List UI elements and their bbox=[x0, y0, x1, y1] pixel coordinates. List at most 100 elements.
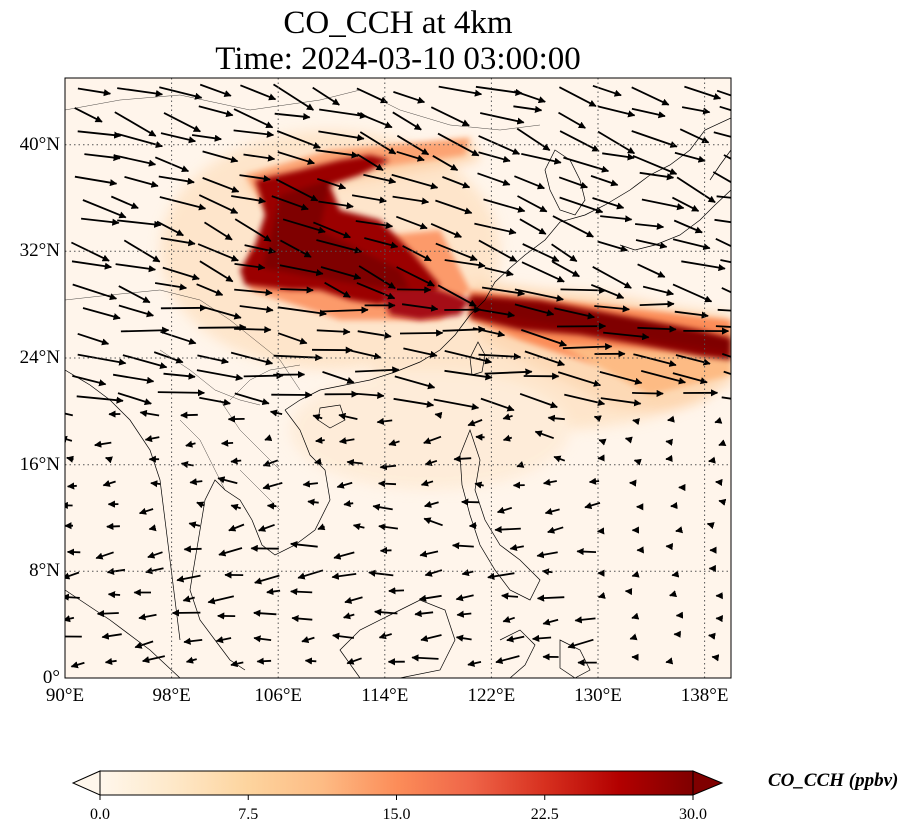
wind-vector bbox=[674, 310, 709, 319]
wind-vector bbox=[277, 332, 308, 345]
wind-vector bbox=[77, 87, 112, 97]
wind-vector bbox=[502, 434, 513, 442]
wind-vector bbox=[344, 596, 363, 604]
wind-vector bbox=[262, 482, 283, 490]
wind-vector bbox=[65, 571, 80, 580]
wind-vector bbox=[467, 419, 483, 427]
wind-vector bbox=[558, 176, 588, 189]
wind-vector bbox=[230, 660, 244, 668]
wind-vector bbox=[117, 133, 163, 149]
wind-vector bbox=[258, 523, 275, 532]
wind-vector bbox=[483, 198, 526, 213]
wind-vector bbox=[198, 323, 247, 331]
wind-vector bbox=[280, 286, 314, 294]
wind-vector bbox=[593, 415, 602, 423]
wind-vector bbox=[230, 351, 274, 366]
lon-tick-114e: 114°E bbox=[361, 685, 409, 706]
wind-vector bbox=[352, 523, 365, 531]
wind-vector bbox=[77, 130, 122, 139]
colorbar-tick-0: 0.0 bbox=[90, 806, 110, 823]
wind-vector bbox=[160, 132, 197, 144]
wind-vector bbox=[378, 632, 392, 640]
wind-vector bbox=[297, 569, 324, 580]
wind-vector bbox=[588, 477, 600, 485]
wind-vector bbox=[356, 282, 396, 300]
wind-vector bbox=[199, 83, 232, 97]
wind-vector bbox=[147, 551, 163, 559]
wind-vector bbox=[277, 151, 315, 165]
wind-vector bbox=[667, 415, 675, 423]
wind-vector bbox=[275, 178, 319, 202]
wind-vector bbox=[478, 151, 511, 163]
wind-vector bbox=[521, 261, 565, 283]
wind-vector bbox=[158, 175, 195, 185]
wind-vector bbox=[77, 332, 110, 346]
wind-vector bbox=[315, 149, 359, 159]
wind-vector bbox=[521, 329, 567, 347]
lat-tick-8n: 8°N bbox=[29, 560, 60, 581]
wind-vector bbox=[356, 153, 384, 171]
wind-vector bbox=[671, 570, 680, 578]
wind-vector bbox=[444, 369, 493, 381]
wind-vector bbox=[368, 569, 394, 577]
wind-vector bbox=[472, 327, 506, 338]
wind-vector bbox=[547, 414, 565, 422]
wind-vector bbox=[536, 594, 565, 602]
wind-vector bbox=[442, 176, 471, 189]
wind-vector bbox=[324, 281, 351, 298]
wind-vector bbox=[315, 436, 325, 444]
wind-vector bbox=[204, 221, 233, 241]
wind-vector bbox=[273, 353, 323, 362]
wind-vector bbox=[597, 130, 636, 155]
wind-vector bbox=[401, 303, 439, 312]
wind-vector bbox=[424, 459, 438, 466]
wind-vector bbox=[115, 263, 157, 273]
lat-tick-40n: 40°N bbox=[19, 134, 60, 155]
wind-vector bbox=[279, 239, 312, 258]
wind-vector bbox=[598, 438, 607, 446]
wind-vector bbox=[316, 239, 363, 254]
wind-vector bbox=[590, 283, 625, 299]
wind-vector bbox=[455, 594, 474, 602]
wind-vector bbox=[356, 87, 388, 104]
wind-vector bbox=[519, 218, 547, 235]
wind-vector bbox=[603, 331, 650, 341]
wind-vector bbox=[669, 590, 678, 598]
wind-vector bbox=[290, 588, 313, 596]
wind-vector bbox=[679, 128, 710, 144]
wind-vector bbox=[519, 392, 558, 409]
wind-vector bbox=[343, 500, 354, 508]
wind-vector bbox=[188, 521, 201, 529]
wind-vector bbox=[635, 239, 668, 249]
wind-vector bbox=[110, 195, 139, 209]
wind-vector bbox=[117, 392, 152, 406]
wind-vector bbox=[239, 174, 271, 183]
wind-vector bbox=[372, 503, 393, 511]
wind-vector bbox=[338, 412, 358, 420]
wind-vector bbox=[675, 526, 684, 534]
wind-vector bbox=[477, 172, 511, 186]
wind-vector bbox=[597, 105, 636, 118]
wind-vector bbox=[534, 430, 555, 440]
wind-vector bbox=[118, 285, 151, 304]
wind-vector bbox=[253, 635, 272, 643]
wind-vector bbox=[524, 350, 565, 367]
wind-vector bbox=[301, 636, 315, 643]
lon-tick-90e: 90°E bbox=[45, 685, 85, 706]
wind-vector bbox=[145, 567, 164, 575]
wind-vector bbox=[509, 543, 524, 552]
wind-vector bbox=[635, 222, 665, 230]
wind-vector bbox=[461, 569, 474, 577]
wind-vector bbox=[220, 439, 234, 447]
wind-vector bbox=[481, 286, 526, 297]
wind-vector bbox=[317, 178, 347, 190]
colorbar-tick-2: 15.0 bbox=[382, 806, 411, 823]
wind-vector bbox=[302, 480, 318, 488]
wind-vector bbox=[423, 517, 443, 527]
gridlines bbox=[65, 78, 731, 678]
wind-vector bbox=[320, 266, 362, 280]
wind-vector bbox=[230, 503, 241, 511]
wind-vector bbox=[456, 610, 472, 618]
wind-vector bbox=[82, 307, 121, 321]
wind-vector bbox=[154, 282, 188, 291]
